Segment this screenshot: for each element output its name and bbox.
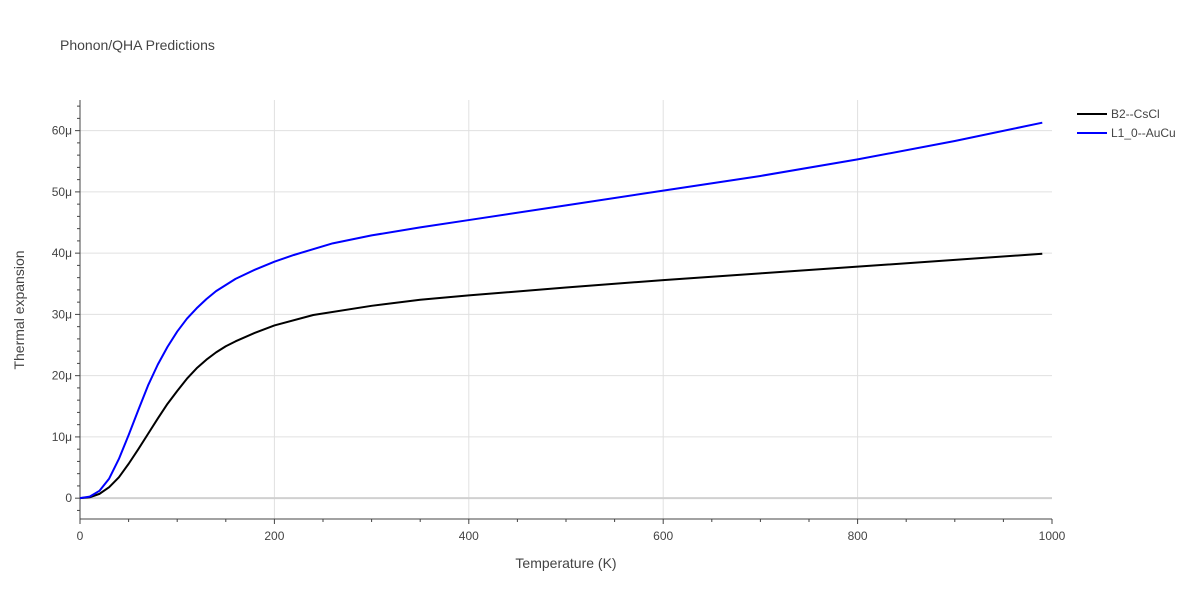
y-axis-ticks: 0 10μ 20μ 30μ 40μ 50μ 60μ: [52, 124, 73, 506]
x-tick-label: 1000: [1039, 529, 1066, 543]
x-tick-label: 0: [77, 529, 84, 543]
x-tick-label: 200: [264, 529, 284, 543]
series-line-1[interactable]: [79, 252, 1043, 500]
x-tick-label: 400: [459, 529, 479, 543]
legend[interactable]: B2--CsCl L1_0--AuCu: [1077, 107, 1176, 140]
gridlines: [80, 100, 1052, 519]
series-line-2[interactable]: [79, 121, 1043, 500]
axes: [75, 100, 1053, 524]
x-tick-label: 800: [848, 529, 868, 543]
y-tick-label: 60μ: [52, 124, 72, 138]
legend-label: B2--CsCl: [1111, 107, 1160, 121]
legend-label: L1_0--AuCu: [1111, 126, 1176, 140]
x-axis-ticks: 0 200 400 600 800 1000: [77, 529, 1066, 543]
chart-title: Phonon/QHA Predictions: [60, 37, 215, 53]
y-tick-label: 30μ: [52, 307, 72, 321]
legend-item[interactable]: B2--CsCl: [1077, 107, 1160, 121]
legend-item[interactable]: L1_0--AuCu: [1077, 126, 1176, 140]
x-tick-label: 600: [653, 529, 673, 543]
series-lines: [79, 121, 1043, 500]
y-axis-title: Thermal expansion: [11, 250, 27, 369]
x-axis-title: Temperature (K): [515, 555, 616, 571]
y-tick-label: 20μ: [52, 369, 72, 383]
y-tick-label: 0: [65, 491, 72, 505]
y-tick-label: 10μ: [52, 430, 72, 444]
y-tick-label: 50μ: [52, 185, 72, 199]
y-tick-label: 40μ: [52, 246, 72, 260]
